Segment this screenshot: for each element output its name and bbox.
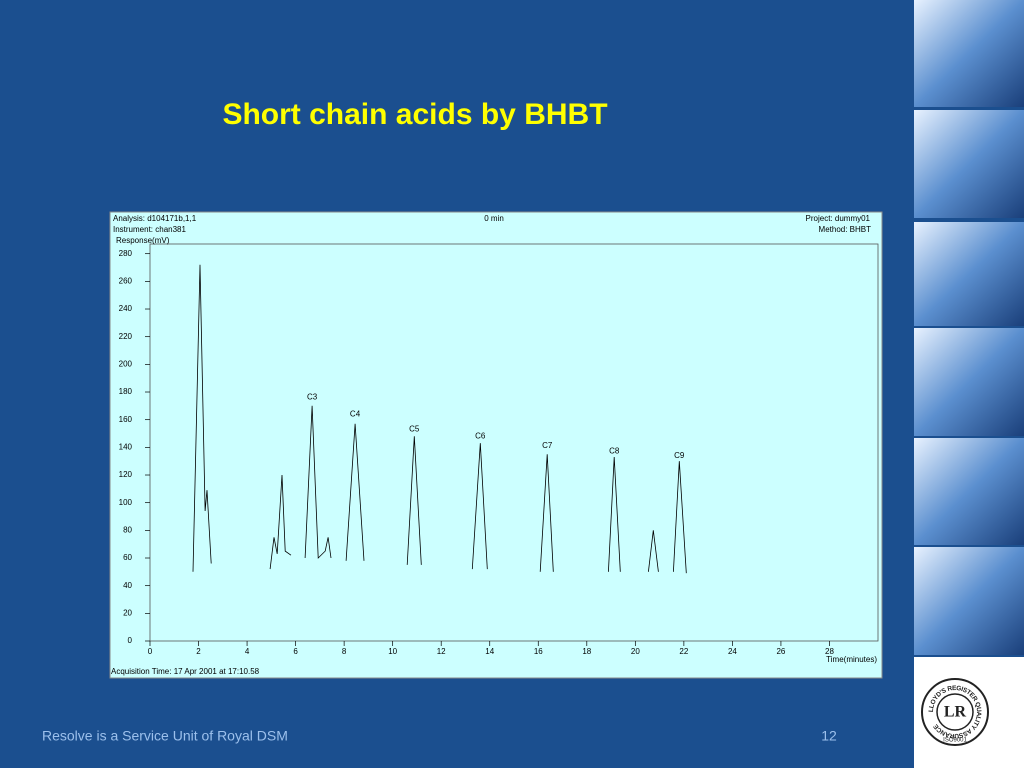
x-tick-label: 2: [196, 647, 201, 656]
logo-inner: [936, 693, 974, 731]
plot-frame: [149, 243, 879, 642]
y-tick-label: 140: [119, 442, 133, 451]
x-axis-label: Time(minutes): [826, 655, 877, 664]
y-tick-label: 220: [119, 332, 133, 341]
x-tick-label: 20: [631, 647, 640, 656]
x-tick-label: 6: [293, 647, 298, 656]
y-tick-label: 200: [119, 359, 133, 368]
header-method: Method: BHBT: [819, 225, 872, 234]
x-tick-label: 10: [388, 647, 397, 656]
photo: [914, 110, 1024, 218]
photo: [914, 438, 1024, 545]
x-tick-label: 8: [342, 647, 347, 656]
header-time: 0 min: [484, 214, 504, 223]
photo: [914, 328, 1024, 436]
header-analysis: Analysis: d104171b,1,1: [113, 214, 197, 223]
photo: [914, 0, 1024, 107]
y-tick-label: 40: [123, 581, 132, 590]
y-tick-label: 120: [119, 470, 133, 479]
x-tick-label: 4: [245, 647, 250, 656]
logo-standard: ISO9001: [943, 738, 967, 744]
y-tick-label: 0: [128, 636, 133, 645]
x-tick-label: 14: [485, 647, 494, 656]
peak-label: C4: [350, 409, 361, 418]
logo-background: [914, 657, 1024, 768]
y-tick-label: 100: [119, 498, 133, 507]
x-tick-label: 24: [728, 647, 737, 656]
peak-label: C5: [409, 424, 420, 433]
header-project: Project: dummy01: [806, 214, 871, 223]
x-tick-label: 12: [437, 647, 446, 656]
y-tick-label: 60: [123, 553, 132, 562]
peak-label: C3: [307, 393, 318, 402]
logo-mark: LR: [944, 704, 967, 721]
peak-label: C7: [542, 441, 553, 450]
slide-title: Short chain acids by BHBT: [222, 98, 607, 131]
page-number: 12: [821, 728, 837, 744]
x-tick-label: 0: [148, 647, 153, 656]
logo-ring: [921, 678, 989, 746]
photo: [914, 222, 1024, 326]
y-tick-label: 80: [123, 525, 132, 534]
y-tick-label: 160: [119, 415, 133, 424]
y-tick-label: 260: [119, 276, 133, 285]
photo-strip: LLOYD'S REGISTER QUALITY ASSURANCE LR IS…: [914, 0, 1024, 768]
y-tick-label: 20: [123, 608, 132, 617]
x-tick-label: 26: [776, 647, 785, 656]
y-tick-label: 180: [119, 387, 133, 396]
y-tick-label: 240: [119, 304, 133, 313]
peak-label: C8: [609, 447, 620, 456]
peak-label: C6: [475, 431, 486, 440]
x-tick-label: 16: [534, 647, 543, 656]
chart-panel: [109, 211, 883, 679]
x-tick-label: 28: [825, 647, 834, 656]
chromatogram-trace: [192, 264, 687, 574]
footnote: Acquisition Time: 17 Apr 2001 at 17:10.5…: [111, 667, 260, 676]
peak-label: C9: [674, 451, 685, 460]
y-tick-label: 280: [119, 249, 133, 258]
header-instrument: Instrument: chan381: [113, 225, 186, 234]
x-tick-label: 18: [582, 647, 591, 656]
photo: [914, 547, 1024, 655]
x-tick-label: 22: [679, 647, 688, 656]
y-axis-label: Response(mV): [116, 236, 170, 245]
footer: Resolve is a Service Unit of Royal DSM: [42, 728, 288, 744]
